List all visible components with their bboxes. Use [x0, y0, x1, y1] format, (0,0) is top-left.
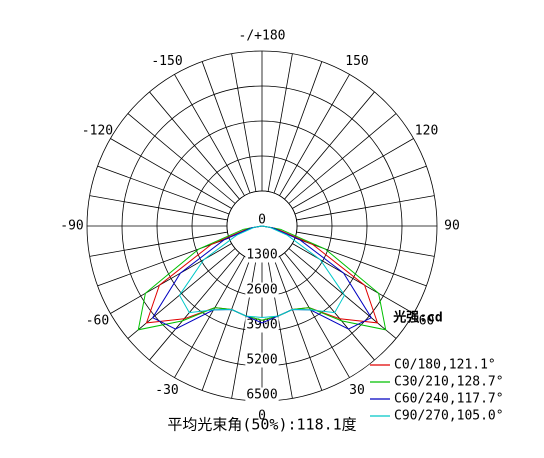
label-bg: [245, 387, 279, 403]
legend-title: 光强:cd: [392, 310, 442, 326]
legend-label: C90/270,105.0°: [394, 409, 504, 424]
angle-tick-label: -30: [155, 383, 178, 398]
legend-label: C30/210,128.7°: [394, 375, 504, 390]
angle-tick-label: 60: [419, 314, 435, 329]
angle-tick-label: 30: [349, 383, 365, 398]
r-tick-label: 1300: [246, 248, 277, 263]
angle-tick-label: 0: [258, 409, 266, 424]
label-bg: [245, 317, 279, 333]
angle-tick-label: 150: [345, 54, 368, 69]
angle-tick-label: 120: [415, 124, 438, 139]
r-tick-label: 6500: [246, 388, 277, 403]
angle-tick-label: -120: [82, 124, 113, 139]
angle-tick-label: 90: [444, 219, 460, 234]
series-line: [137, 225, 387, 331]
angle-tick-label: -90: [60, 219, 83, 234]
legend-label: C0/180,121.1°: [394, 358, 496, 373]
series-line: [178, 225, 346, 319]
label-bg: [257, 212, 267, 228]
angle-tick-label: -150: [151, 54, 182, 69]
label-bg: [245, 247, 279, 263]
legend-label: C60/240,117.7°: [394, 392, 504, 407]
r-tick-label: 5200: [246, 353, 277, 368]
label-bg: [245, 352, 279, 368]
angle-tick-label: -/+180: [239, 29, 286, 44]
r-tick-label: 0: [258, 213, 266, 228]
angle-tick-label: -60: [86, 314, 109, 329]
r-tick-label: 3900: [246, 318, 277, 333]
label-bg: [245, 282, 279, 298]
annotation: 平均光束角(50%):118.1度: [167, 416, 356, 434]
series-line: [151, 225, 373, 330]
r-tick-label: 2600: [246, 283, 277, 298]
